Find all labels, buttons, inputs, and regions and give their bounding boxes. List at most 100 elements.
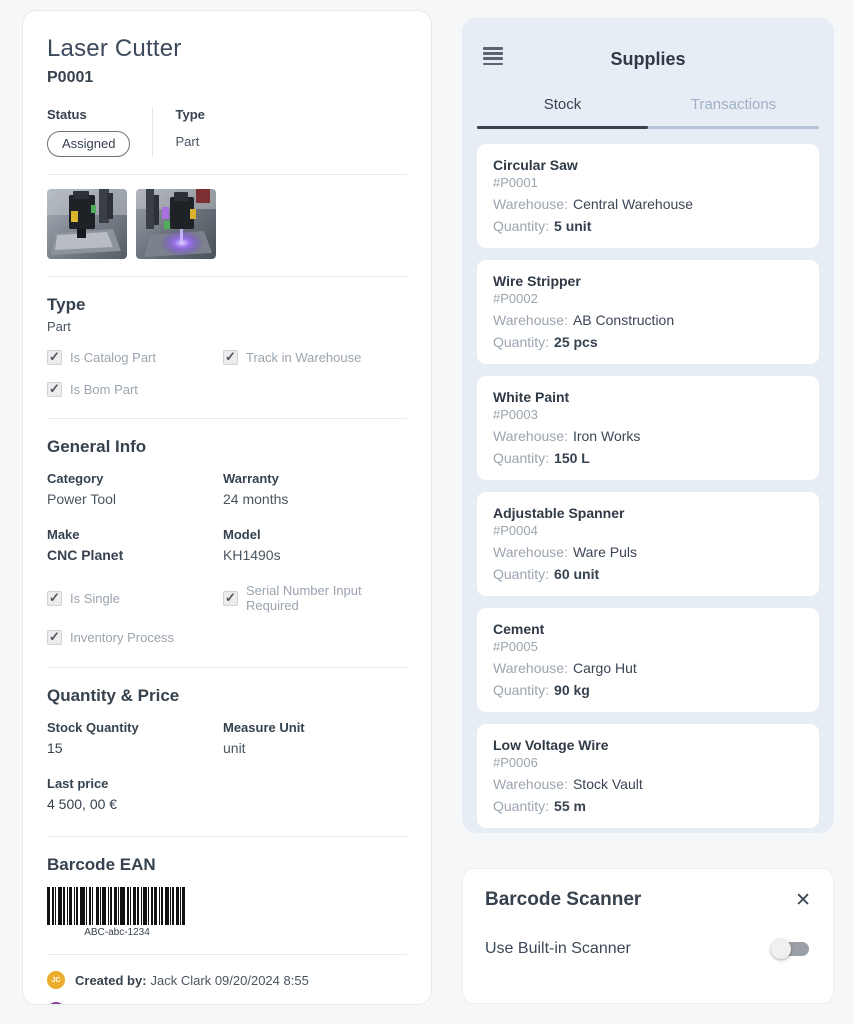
tab-indicator-track (477, 126, 819, 129)
quantity-label: Quantity: (493, 566, 550, 582)
general-info-fields: Category Power Tool Warranty 24 months M… (47, 471, 407, 563)
checkbox-label: Track in Warehouse (246, 350, 362, 365)
checkbox-checked-icon[interactable] (47, 590, 62, 606)
supply-code: #P0003 (493, 407, 538, 422)
supply-warehouse-line: Warehouse: AB Construction (493, 312, 803, 328)
product-code: P0001 (47, 69, 94, 86)
quantity-value: 150 L (554, 450, 590, 466)
supply-quantity-line: Quantity: 60 unit (493, 566, 803, 582)
field-warranty: Warranty 24 months (223, 471, 289, 507)
warehouse-label: Warehouse: (493, 544, 568, 560)
supply-code: #P0004 (493, 523, 538, 538)
supply-card-low-voltage-wire[interactable]: Low Voltage Wire #P0006 Warehouse: Stock … (477, 724, 819, 828)
checkbox-label: Is Bom Part (70, 382, 138, 397)
checkbox-checked-icon[interactable] (47, 629, 62, 645)
field-measure-unit: Measure Unit unit (223, 720, 305, 756)
product-photo-2[interactable] (136, 189, 216, 259)
status-badge: Assigned (47, 131, 131, 157)
built-in-scanner-toggle[interactable] (771, 939, 809, 959)
warehouse-value: AB Construction (572, 312, 675, 328)
supply-code: #P0005 (493, 639, 538, 654)
quantity-label: Quantity: (493, 450, 550, 466)
supply-card-white-paint[interactable]: White Paint #P0003 Warehouse: Iron Works … (477, 376, 819, 480)
field-model: Model KH1490s (223, 527, 281, 563)
avatar: RB (47, 1002, 65, 1004)
checkbox-inventory-process[interactable]: Inventory Process (47, 629, 223, 645)
quantity-label: Quantity: (493, 798, 550, 814)
type-checkbox-group: Is Catalog Part Track in Warehouse Is Bo… (47, 349, 407, 397)
supply-card-adjustable-spanner[interactable]: Adjustable Spanner #P0004 Warehouse: Ware… (477, 492, 819, 596)
checkbox-label: Serial Number Input Required (246, 583, 362, 613)
quantity-price-heading: Quantity & Price (47, 686, 180, 705)
warehouse-value: Central Warehouse (572, 196, 694, 212)
tab-transactions[interactable]: Transactions (690, 96, 777, 113)
divider (47, 836, 407, 837)
type-section-value: Part (47, 319, 71, 334)
created-by-label: Created by: (75, 1004, 147, 1005)
created-by-row: JC Created by: Jack Clark 09/20/2024 8:5… (47, 971, 407, 989)
warehouse-label: Warehouse: (493, 776, 568, 792)
created-by-row: RB Created by: Ryan Brown 09/25/2024 10:… (47, 1002, 407, 1005)
supply-code: #P0006 (493, 755, 538, 770)
checkbox-is-single[interactable]: Is Single (47, 583, 223, 613)
status-column: Status Assigned (47, 107, 152, 157)
checkbox-checked-icon[interactable] (47, 349, 62, 365)
checkbox-label: Is Single (70, 590, 120, 606)
barcode-heading: Barcode EAN (47, 855, 156, 874)
supply-list: Circular Saw #P0001 Warehouse: Central Wa… (477, 144, 819, 828)
supply-card-wire-stripper[interactable]: Wire Stripper #P0002 Warehouse: AB Constr… (477, 260, 819, 364)
supply-name: Wire Stripper (493, 273, 581, 289)
supply-name: Cement (493, 621, 545, 637)
quantity-value: 60 unit (554, 566, 600, 582)
scanner-header: Barcode Scanner ✕ (485, 889, 811, 911)
checkbox-checked-icon[interactable] (47, 381, 62, 397)
warehouse-value: Iron Works (572, 428, 641, 444)
checkbox-track-in-warehouse[interactable]: Track in Warehouse (223, 349, 407, 365)
menu-icon[interactable] (483, 47, 503, 68)
divider (47, 418, 407, 419)
supply-warehouse-line: Warehouse: Central Warehouse (493, 196, 803, 212)
supply-card-cement[interactable]: Cement #P0005 Warehouse: Cargo Hut Quanti… (477, 608, 819, 712)
avatar: JC (47, 971, 65, 989)
warehouse-value: Stock Vault (572, 776, 643, 792)
field-stock-quantity: Stock Quantity 15 (47, 720, 139, 756)
supplies-header: Supplies (477, 42, 819, 76)
supply-code: #P0002 (493, 291, 538, 306)
supply-card-circular-saw[interactable]: Circular Saw #P0001 Warehouse: Central Wa… (477, 144, 819, 248)
checkbox-checked-icon[interactable] (223, 590, 238, 606)
supply-warehouse-line: Warehouse: Stock Vault (493, 776, 803, 792)
warehouse-label: Warehouse: (493, 196, 568, 212)
barcode-value: ABC-abc-1234 (84, 927, 150, 938)
supply-warehouse-line: Warehouse: Iron Works (493, 428, 803, 444)
quantity-value: 25 pcs (554, 334, 598, 350)
product-images (47, 189, 407, 259)
checkbox-is-bom-part[interactable]: Is Bom Part (47, 381, 223, 397)
warehouse-value: Cargo Hut (572, 660, 637, 676)
quantity-price-fields: Stock Quantity 15 Measure Unit unit Last… (47, 720, 407, 812)
tab-stock[interactable]: Stock (543, 96, 582, 113)
supply-quantity-line: Quantity: 5 unit (493, 218, 803, 234)
field-category: Category Power Tool (47, 471, 117, 507)
type-value: Part (175, 134, 200, 149)
quantity-label: Quantity: (493, 682, 550, 698)
supply-quantity-line: Quantity: 25 pcs (493, 334, 803, 350)
checkbox-serial-number-required[interactable]: Serial Number Input Required (223, 583, 407, 613)
created-by-value: Jack Clark 09/20/2024 8:55 (150, 972, 309, 988)
product-title: Laser Cutter (47, 35, 182, 62)
divider (47, 667, 407, 668)
field-make: Make CNC Planet (47, 527, 124, 563)
checkbox-is-catalog-part[interactable]: Is Catalog Part (47, 349, 223, 365)
close-icon[interactable]: ✕ (795, 889, 811, 911)
field-last-price: Last price 4 500, 00 € (47, 776, 118, 812)
supplies-tabs: Stock Transactions (477, 92, 819, 117)
supply-quantity-line: Quantity: 150 L (493, 450, 803, 466)
scanner-toggle-row: Use Built-in Scanner (485, 939, 811, 959)
created-by-value: Ryan Brown 09/25/2024 10:08 (151, 1004, 327, 1005)
type-column: Type Part (152, 107, 226, 157)
scanner-toggle-label: Use Built-in Scanner (485, 940, 631, 957)
supply-quantity-line: Quantity: 90 kg (493, 682, 803, 698)
supply-name: Low Voltage Wire (493, 737, 609, 753)
quantity-label: Quantity: (493, 218, 550, 234)
checkbox-checked-icon[interactable] (223, 349, 238, 365)
product-photo-1[interactable] (47, 189, 127, 259)
